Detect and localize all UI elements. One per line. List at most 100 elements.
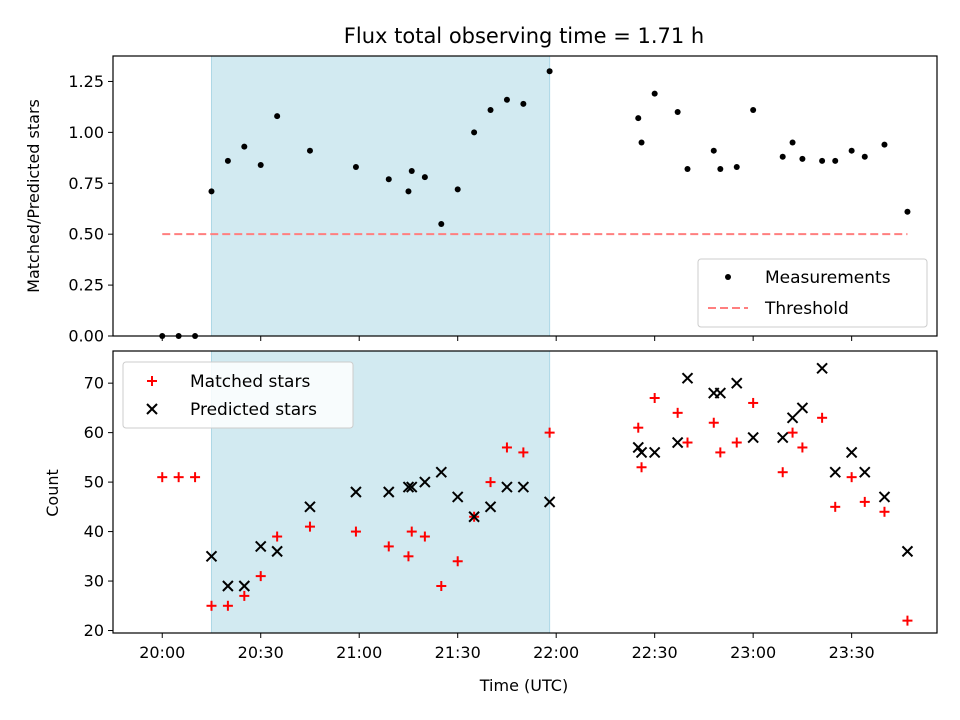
predicted-star-point-stroke-b xyxy=(271,545,283,558)
measurement-point xyxy=(224,157,231,164)
matched-star-point xyxy=(383,541,394,552)
predicted-star-point-stroke-b xyxy=(402,481,415,493)
predicted-star-point-stroke-b xyxy=(786,412,799,424)
predicted-star-point-stroke-b xyxy=(238,580,251,592)
y-tick-label: 1.00 xyxy=(68,123,104,142)
predicted-star-point xyxy=(901,545,914,558)
measurement-point xyxy=(405,188,412,195)
legend-box xyxy=(122,361,354,429)
predicted-star-point-stroke-b xyxy=(681,372,694,384)
matched-star-point xyxy=(157,472,168,483)
matched-star-point xyxy=(206,600,217,611)
measurement-point xyxy=(674,109,681,115)
matched-star-point xyxy=(501,442,512,453)
predicted-star-point-stroke-b xyxy=(205,550,218,563)
predicted-star-point-stroke-b xyxy=(731,377,743,389)
measurement-point xyxy=(306,147,313,154)
matched-star-point xyxy=(715,447,726,458)
matched-star-point xyxy=(708,417,719,428)
measurement-point xyxy=(861,153,868,160)
measurement-point xyxy=(779,153,786,160)
measurement-point xyxy=(819,157,826,164)
matched-star-point xyxy=(190,472,201,483)
predicted-star-point xyxy=(468,511,480,523)
bottom-y-axis-label: Count xyxy=(43,469,62,517)
predicted-star-point-stroke-b xyxy=(350,486,362,498)
matched-star-point xyxy=(633,422,644,433)
predicted-star-point xyxy=(383,486,395,498)
predicted-star-point-stroke-b xyxy=(304,501,316,513)
matched-star-point xyxy=(403,551,414,562)
legend-matched-label: Matched stars xyxy=(190,372,310,392)
predicted-star-point-stroke-b xyxy=(222,580,234,592)
matched-star-point xyxy=(239,590,250,601)
shaded-interval xyxy=(210,55,551,337)
matched-star-point xyxy=(636,462,647,473)
measurement-point xyxy=(438,221,445,227)
predicted-star-point xyxy=(648,446,661,459)
matched-star-point xyxy=(222,600,233,611)
predicted-star-point-stroke-b xyxy=(451,491,464,503)
predicted-star-point xyxy=(796,402,809,414)
predicted-star-point xyxy=(517,481,530,493)
legend-predicted-marker xyxy=(146,403,158,415)
x-axis-label: Time (UTC) xyxy=(479,676,568,695)
measurement-point xyxy=(421,174,428,181)
measurement-point xyxy=(274,113,281,120)
predicted-star-point-stroke-b xyxy=(714,387,727,399)
predicted-star-point xyxy=(816,362,828,375)
matched-star-point xyxy=(173,472,184,483)
predicted-star-point xyxy=(238,580,251,592)
matched-star-point xyxy=(830,501,841,512)
matched-star-point xyxy=(777,467,788,478)
bottom-panel: 20 30 40 50 60 70 20:00 20:30 21:00 21:30 22:00 22:… xyxy=(84,350,938,662)
matched-star-point xyxy=(518,447,529,458)
matched-star-point xyxy=(672,407,683,418)
axes-frame xyxy=(112,55,938,337)
legend-measurements-label: Measurements xyxy=(765,268,891,288)
measurement-point xyxy=(385,176,392,183)
measurement-point xyxy=(208,188,215,195)
matched-star-point xyxy=(452,556,463,567)
legend-predicted-label: Predicted stars xyxy=(190,400,317,420)
predicted-star-point-stroke-b xyxy=(635,446,648,459)
x-tick-label: 23:00 xyxy=(730,643,776,662)
predicted-star-point-stroke-b xyxy=(543,496,556,508)
matched-star-point xyxy=(272,531,283,542)
matched-star-point xyxy=(797,442,808,453)
predicted-star-point xyxy=(406,481,418,493)
measurement-point xyxy=(352,163,359,170)
chart-title: Flux total observing time = 1.71 h xyxy=(344,24,704,48)
predicted-star-point xyxy=(501,481,513,493)
matched-star-point xyxy=(255,571,266,582)
matched-star-point xyxy=(419,531,430,542)
predicted-star-point-stroke-b xyxy=(632,441,644,454)
measurement-point xyxy=(684,166,691,173)
predicted-star-point xyxy=(402,481,415,493)
predicted-star-point xyxy=(776,431,789,444)
measurement-point xyxy=(635,115,642,122)
predicted-star-point-stroke-b xyxy=(435,466,447,478)
predicted-star-point xyxy=(484,501,497,513)
matched-star-point xyxy=(859,496,870,507)
predicted-star-point xyxy=(671,436,684,449)
measurement-point xyxy=(503,96,510,103)
measurement-point xyxy=(750,106,757,113)
legend-box xyxy=(697,258,928,328)
predicted-star-point xyxy=(714,387,727,399)
measurement-point xyxy=(881,141,888,148)
y-tick-label: 40 xyxy=(84,522,104,541)
matched-star-point xyxy=(817,412,828,423)
predicted-star-point xyxy=(786,412,799,424)
predicted-star-point-stroke-b xyxy=(468,511,480,523)
predicted-star-point-stroke-b xyxy=(776,431,789,444)
predicted-star-point-stroke-b xyxy=(901,545,914,558)
measurement-point xyxy=(546,68,553,75)
predicted-star-point-stroke-b xyxy=(383,486,395,498)
measurement-point xyxy=(789,139,796,146)
x-tick-label: 21:30 xyxy=(435,643,481,662)
y-tick-label: 30 xyxy=(84,572,104,591)
predicted-star-point xyxy=(451,491,464,503)
x-tick-label: 22:30 xyxy=(632,643,678,662)
